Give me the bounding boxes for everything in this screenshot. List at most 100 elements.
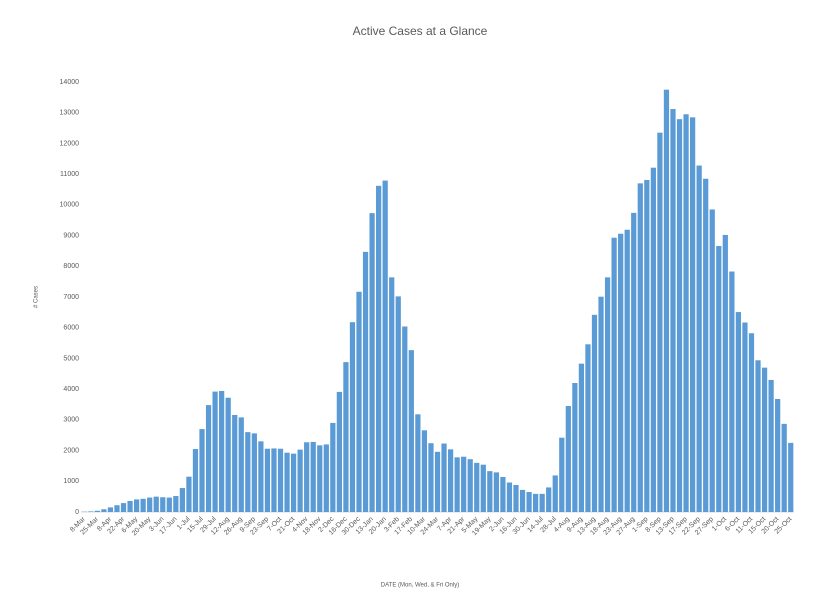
bar [604, 277, 611, 512]
y-tick-label: 1000 [63, 478, 79, 485]
bar [94, 510, 100, 512]
bar [689, 117, 696, 513]
bar [192, 449, 199, 512]
bar [428, 443, 434, 512]
bar [500, 476, 506, 512]
chart-title: Active Cases at a Glance [353, 24, 488, 38]
bar [212, 391, 218, 512]
bar [552, 475, 558, 512]
y-tick-label: 13000 [60, 110, 80, 117]
bar [735, 312, 742, 512]
bar [748, 333, 755, 512]
bar [179, 488, 186, 512]
bar [729, 271, 735, 512]
bar [376, 185, 382, 513]
bar [264, 448, 271, 512]
bar [454, 457, 460, 512]
bar [369, 213, 375, 512]
bar [663, 89, 670, 512]
bar [114, 505, 120, 512]
bar [225, 397, 231, 512]
bar [153, 496, 159, 512]
y-tick-label: 2000 [63, 447, 79, 454]
bar [650, 167, 656, 512]
bar [173, 496, 179, 512]
bar [362, 251, 369, 512]
bar [323, 444, 329, 512]
bar [637, 183, 643, 512]
bar [271, 448, 277, 512]
bar [506, 482, 513, 512]
bar [127, 500, 133, 512]
bar [395, 296, 401, 512]
y-tick-label: 10000 [60, 202, 80, 209]
bar [133, 499, 140, 512]
bar [768, 379, 774, 512]
bar [467, 459, 473, 512]
bar [251, 433, 257, 512]
bar [245, 432, 251, 512]
bar [336, 391, 342, 512]
y-tick-label: 4000 [63, 386, 79, 393]
bar [474, 462, 480, 512]
bar [539, 493, 545, 512]
bar [415, 414, 421, 512]
bar [434, 451, 441, 512]
bar [533, 493, 539, 512]
bar [232, 414, 238, 512]
bar [676, 119, 683, 513]
y-tick-label: 14000 [60, 79, 80, 86]
y-tick-label: 8000 [63, 263, 79, 270]
bar [290, 453, 297, 512]
bar [572, 383, 578, 512]
bar [447, 449, 454, 512]
bar [618, 233, 624, 512]
bar [199, 429, 205, 512]
bar [696, 165, 702, 513]
y-tick-label: 9000 [63, 232, 79, 239]
bar [546, 487, 552, 512]
bar [703, 178, 709, 512]
bar [284, 452, 290, 512]
bar [775, 398, 781, 512]
bar [519, 489, 526, 512]
bar [277, 448, 284, 512]
bar [101, 509, 107, 512]
bar [513, 484, 519, 512]
y-tick-label: 6000 [63, 325, 79, 332]
bar [461, 456, 467, 512]
bar [670, 109, 676, 513]
bar [330, 422, 336, 512]
bar [722, 234, 728, 512]
y-axis-label: # Cases [34, 286, 40, 308]
bar [611, 237, 617, 512]
bar [140, 498, 146, 512]
bar [382, 180, 388, 513]
bar [186, 476, 192, 512]
y-tick-label: 3000 [63, 417, 79, 424]
bar [493, 472, 499, 512]
y-tick-label: 0 [75, 509, 79, 516]
bar [565, 406, 571, 512]
bar [166, 497, 172, 512]
y-tick-label: 11000 [60, 171, 79, 178]
bar [317, 445, 323, 512]
bar [205, 405, 212, 512]
bar [480, 464, 486, 512]
bar [578, 363, 585, 512]
bar [657, 132, 663, 512]
bar [716, 246, 722, 512]
bar [487, 471, 493, 512]
bar [683, 114, 689, 512]
bar [310, 441, 316, 512]
bar [160, 497, 166, 512]
bar [389, 277, 395, 512]
bar [781, 423, 787, 512]
bar [624, 229, 630, 512]
bar [755, 360, 761, 512]
bar [742, 322, 748, 512]
bar [591, 314, 598, 512]
y-tick-label: 7000 [63, 294, 79, 301]
y-tick-label: 5000 [63, 355, 79, 362]
